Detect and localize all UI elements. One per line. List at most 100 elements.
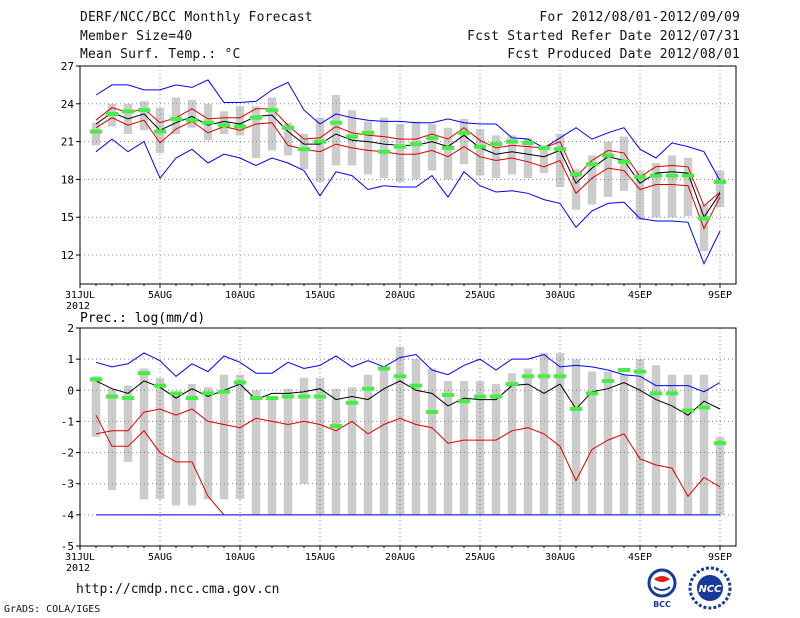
observed-marker — [474, 144, 486, 149]
y-tick-label: 21 — [61, 136, 74, 149]
bcc-logo-ring — [647, 568, 677, 598]
spread-box — [107, 388, 117, 490]
spread-box — [459, 380, 469, 515]
spread-box — [507, 135, 517, 175]
observed-marker — [394, 144, 406, 149]
observed-marker — [426, 135, 438, 140]
spread-box — [363, 374, 373, 515]
observed-marker — [154, 129, 166, 134]
x-tick-label: 31JUL — [65, 552, 95, 563]
observed-marker — [634, 369, 646, 374]
x-tick-label: 31JUL — [65, 290, 95, 301]
observed-marker — [602, 378, 614, 383]
observed-marker — [138, 371, 150, 376]
spread-box — [443, 127, 453, 180]
x-tick-label: 10AUG — [225, 290, 255, 301]
spread-box — [587, 371, 597, 515]
observed-marker — [426, 410, 438, 415]
spread-box — [475, 129, 485, 176]
spread-box — [315, 117, 325, 182]
produced-date: Fcst Produced Date 2012/08/01 — [507, 47, 740, 62]
bcc-logo-text: BCC — [653, 600, 671, 609]
spread-box — [571, 359, 581, 515]
spread-box — [507, 373, 517, 515]
series-line-spread — [95, 408, 721, 498]
series-line-lower — [95, 117, 721, 230]
spread-box — [283, 122, 293, 156]
y-tick-label: -1 — [61, 415, 74, 428]
chart-title: DERF/NCC/BCC Monthly Forecast — [80, 10, 313, 25]
observed-marker — [538, 145, 550, 150]
observed-marker — [282, 394, 294, 399]
y-tick-label: 15 — [61, 211, 74, 224]
spread-box — [235, 106, 245, 136]
source-url[interactable]: http://cmdp.ncc.cma.gov.cn — [76, 582, 280, 597]
observed-marker — [250, 115, 262, 120]
spread-box — [619, 374, 629, 515]
spread-box — [651, 163, 661, 218]
x-tick-label: 15AUG — [305, 290, 335, 301]
x-tick-label: 15AUG — [305, 552, 335, 563]
observed-marker — [90, 129, 102, 134]
y-tick-label: 0 — [67, 384, 74, 397]
observed-marker — [250, 396, 262, 401]
observed-marker — [506, 139, 518, 144]
observed-marker — [410, 142, 422, 147]
series-line-lower — [95, 414, 225, 516]
observed-marker — [650, 391, 662, 396]
series-line-max — [95, 79, 721, 181]
observed-marker — [138, 108, 150, 113]
observed-marker — [410, 383, 422, 388]
observed-marker — [202, 120, 214, 125]
observed-marker — [362, 130, 374, 135]
x-tick-label: 9SEP — [708, 552, 732, 563]
y-tick-label: 1 — [67, 353, 74, 366]
variable-label: Mean Surf. Temp.: °C — [80, 47, 241, 62]
spread-box — [667, 155, 677, 218]
observed-marker — [266, 396, 278, 401]
series-line-mean — [95, 380, 721, 416]
observed-marker — [218, 123, 230, 128]
observed-marker — [698, 216, 710, 221]
x-tick-label: 2012 — [66, 563, 90, 574]
spread-box — [299, 377, 309, 484]
spread-box — [139, 368, 149, 500]
x-tick-label: 25AUG — [465, 290, 495, 301]
spread-box — [523, 368, 533, 515]
spread-box — [395, 123, 405, 182]
observed-marker — [282, 125, 294, 130]
observed-marker — [714, 441, 726, 446]
observed-marker — [522, 140, 534, 145]
spread-box — [91, 122, 101, 146]
ncc-logo-globe-icon — [697, 575, 723, 601]
spread-box — [427, 123, 437, 171]
x-tick-label: 30AUG — [545, 290, 575, 301]
spread-box — [475, 380, 485, 515]
plot-frame — [79, 65, 737, 285]
spread-box — [267, 97, 277, 151]
observed-marker — [314, 394, 326, 399]
x-tick-label: 20AUG — [385, 552, 415, 563]
spread-box — [443, 380, 453, 515]
observed-marker — [346, 134, 358, 139]
observed-marker — [666, 173, 678, 178]
observed-marker — [618, 159, 630, 164]
observed-marker — [586, 162, 598, 167]
observed-marker — [442, 145, 454, 150]
observed-marker — [298, 147, 310, 152]
observed-marker — [218, 389, 230, 394]
observed-marker — [474, 394, 486, 399]
observed-marker — [122, 396, 134, 401]
bcc-logo: BCC — [647, 568, 677, 609]
spread-box — [187, 384, 197, 506]
spread-box — [427, 368, 437, 515]
y-tick-label: 18 — [61, 173, 74, 186]
spread-box — [155, 377, 165, 500]
spread-box — [523, 137, 533, 179]
observed-marker — [490, 394, 502, 399]
spread-box — [123, 385, 133, 462]
observed-marker — [362, 386, 374, 391]
observed-marker — [698, 405, 710, 410]
observed-marker — [458, 130, 470, 135]
